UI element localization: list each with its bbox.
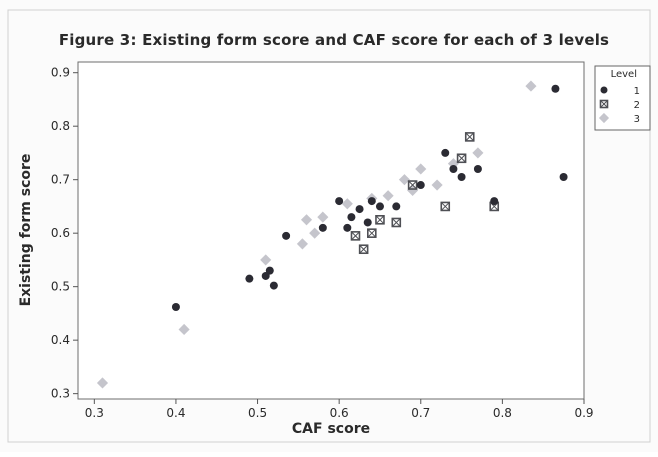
point-level-1 bbox=[347, 213, 356, 222]
point-level-2 bbox=[375, 215, 385, 225]
point-level-1 bbox=[363, 218, 372, 227]
chart-title: Figure 3: Existing form score and CAF sc… bbox=[59, 31, 609, 49]
y-tick-label: 0.3 bbox=[51, 387, 70, 401]
point-level-2-cross bbox=[367, 228, 377, 238]
point-level-1 bbox=[318, 223, 327, 232]
point-level-1 bbox=[457, 173, 466, 182]
legend-marker-level-1 bbox=[600, 86, 608, 94]
legend: Level 1 2 3 bbox=[594, 65, 651, 131]
x-tick-label: 0.4 bbox=[166, 406, 185, 420]
point-level-2 bbox=[456, 153, 467, 164]
point-level-2 bbox=[407, 180, 418, 190]
point-level-1 bbox=[335, 197, 344, 206]
point-level-2-cross bbox=[465, 132, 475, 142]
point-level-1 bbox=[441, 148, 450, 157]
y-tick-label: 0.8 bbox=[51, 119, 70, 133]
x-tick-label: 0.3 bbox=[85, 406, 104, 420]
point-level-2-cross bbox=[408, 180, 417, 190]
x-axis-title: CAF score bbox=[292, 421, 370, 437]
legend-marker-level-3 bbox=[598, 112, 610, 124]
point-level-3 bbox=[525, 80, 537, 92]
point-level-1 bbox=[367, 197, 376, 206]
point-level-3 bbox=[309, 227, 321, 239]
x-axis: 0.3 0.4 0.5 0.6 0.7 0.8 0.9 bbox=[85, 399, 594, 420]
data-points bbox=[96, 80, 568, 389]
point-level-2-cross bbox=[457, 153, 466, 163]
point-level-2-cross bbox=[375, 215, 385, 225]
point-level-2-cross bbox=[351, 231, 360, 241]
point-level-1 bbox=[355, 205, 364, 214]
point-level-3 bbox=[260, 254, 272, 266]
point-level-3 bbox=[415, 163, 427, 175]
y-axis: 0.3 0.4 0.5 0.6 0.7 0.8 0.9 bbox=[51, 66, 78, 401]
legend-label-level-1: 1 bbox=[634, 86, 640, 97]
point-level-1 bbox=[392, 202, 401, 211]
point-level-2-cross bbox=[440, 202, 450, 211]
point-level-3 bbox=[341, 198, 353, 210]
x-tick-label: 0.6 bbox=[330, 406, 349, 420]
point-level-1 bbox=[269, 281, 278, 290]
point-level-2 bbox=[367, 228, 377, 238]
point-level-1 bbox=[245, 274, 254, 283]
point-level-1 bbox=[490, 197, 499, 206]
legend-title: Level bbox=[611, 69, 637, 80]
point-level-2-cross bbox=[359, 244, 368, 254]
point-level-1 bbox=[449, 164, 458, 173]
point-level-1 bbox=[265, 266, 274, 275]
point-level-2-cross bbox=[391, 218, 401, 227]
x-tick-label: 0.9 bbox=[574, 406, 593, 420]
point-level-3 bbox=[382, 190, 394, 202]
point-level-3 bbox=[178, 323, 190, 336]
y-tick-label: 0.4 bbox=[51, 333, 70, 347]
point-level-3 bbox=[96, 377, 109, 389]
plot-area bbox=[77, 61, 585, 400]
x-tick-label: 0.8 bbox=[493, 406, 512, 420]
y-tick-label: 0.9 bbox=[51, 66, 70, 80]
legend-label-level-2: 2 bbox=[634, 100, 640, 111]
y-tick-label: 0.6 bbox=[51, 226, 70, 240]
point-level-1 bbox=[416, 181, 425, 190]
figure-frame bbox=[7, 9, 651, 443]
point-level-1 bbox=[473, 164, 482, 173]
y-axis-title: Existing form score bbox=[18, 154, 34, 307]
point-level-3 bbox=[300, 214, 313, 226]
point-level-1 bbox=[559, 173, 568, 182]
point-level-3 bbox=[472, 147, 484, 159]
legend-marker-level-2-cross bbox=[600, 100, 608, 108]
point-level-3 bbox=[317, 211, 329, 223]
point-level-1 bbox=[375, 202, 384, 211]
y-tick-label: 0.7 bbox=[51, 173, 70, 187]
x-tick-label: 0.5 bbox=[248, 406, 267, 420]
point-level-2 bbox=[440, 201, 451, 212]
point-level-2 bbox=[464, 132, 475, 142]
y-tick-label: 0.5 bbox=[51, 280, 70, 294]
point-level-2 bbox=[358, 244, 369, 255]
point-level-2 bbox=[350, 231, 361, 241]
point-level-1 bbox=[343, 223, 352, 232]
point-level-1 bbox=[171, 302, 180, 311]
point-level-3 bbox=[398, 174, 411, 186]
point-level-3 bbox=[431, 179, 443, 191]
point-level-3 bbox=[296, 238, 309, 250]
point-level-2 bbox=[391, 217, 402, 228]
point-level-1 bbox=[551, 84, 560, 93]
x-tick-label: 0.7 bbox=[411, 406, 430, 420]
point-level-1 bbox=[282, 231, 291, 240]
legend-label-level-3: 3 bbox=[634, 114, 640, 125]
legend-marker-level-2 bbox=[599, 99, 609, 109]
